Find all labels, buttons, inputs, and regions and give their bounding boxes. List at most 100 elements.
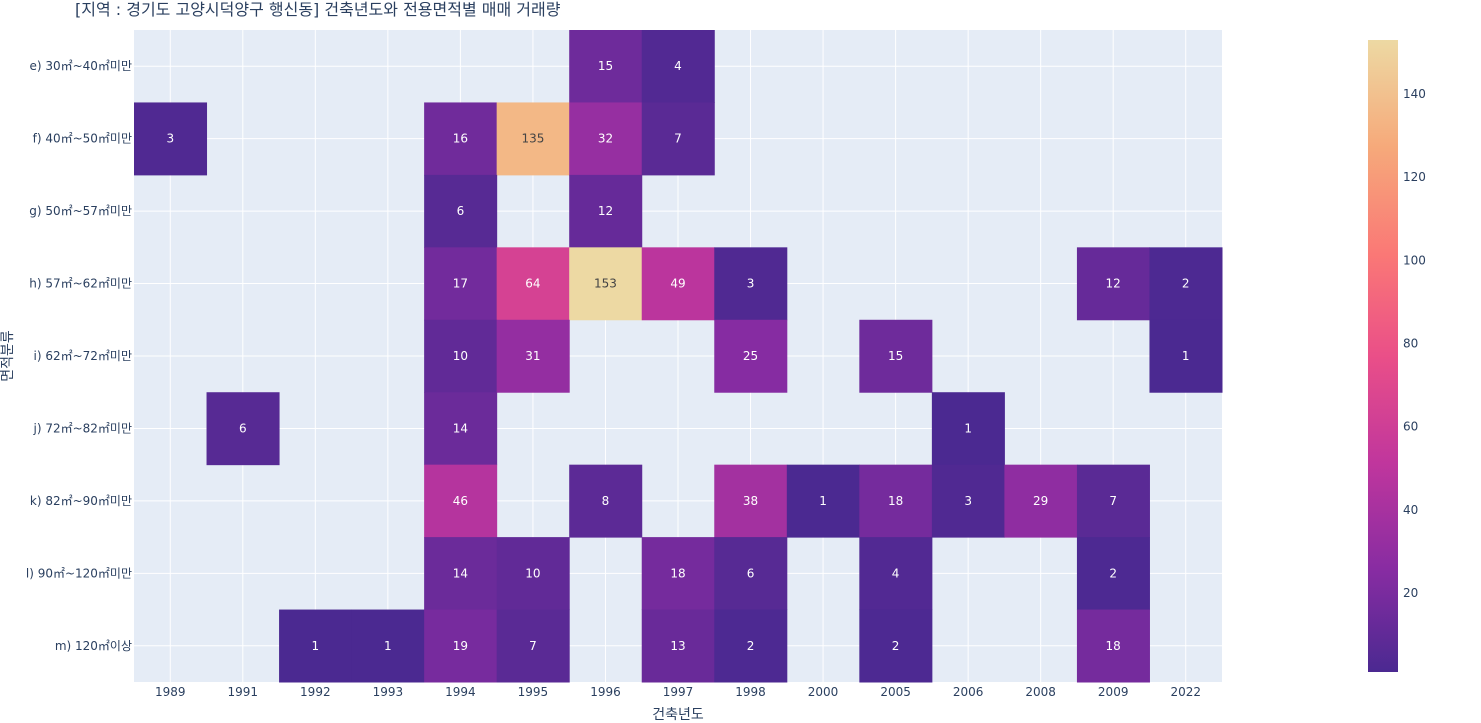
colorbar-tick-label: 100 xyxy=(1403,253,1426,267)
cell-value-label: 2 xyxy=(1109,566,1117,580)
heatmap-cell[interactable] xyxy=(424,174,498,248)
cell-value-label: 14 xyxy=(453,421,468,435)
heatmap-cell[interactable] xyxy=(569,174,643,248)
x-tick-label: 1997 xyxy=(663,685,694,699)
cell-value-label: 6 xyxy=(747,566,755,580)
cell-value-label: 1 xyxy=(312,639,320,653)
y-tick-label: g) 50㎡~57㎡미만 xyxy=(29,204,132,218)
heatmap-cell[interactable] xyxy=(714,464,788,538)
cell-value-label: 17 xyxy=(453,277,468,291)
cell-value-label: 12 xyxy=(598,204,613,218)
cell-value-label: 10 xyxy=(525,566,540,580)
cell-value-label: 25 xyxy=(743,349,758,363)
heatmap-cell[interactable] xyxy=(714,609,788,683)
heatmap-cell[interactable] xyxy=(496,102,570,176)
cell-value-label: 29 xyxy=(1033,494,1048,508)
y-tick-label: h) 57㎡~62㎡미만 xyxy=(29,277,132,291)
heatmap-cell[interactable] xyxy=(424,102,498,176)
heatmap-cell[interactable] xyxy=(859,464,933,538)
heatmap-cell[interactable] xyxy=(641,30,715,103)
cell-value-label: 19 xyxy=(453,639,468,653)
heatmap-cell[interactable] xyxy=(569,247,643,321)
cell-value-label: 16 xyxy=(453,132,468,146)
cell-value-label: 31 xyxy=(525,349,540,363)
cell-value-label: 15 xyxy=(598,59,613,73)
heatmap-cell[interactable] xyxy=(279,609,353,683)
heatmap-cell[interactable] xyxy=(859,537,933,611)
heatmap-cell[interactable] xyxy=(496,247,570,321)
heatmap-cell[interactable] xyxy=(424,464,498,538)
heatmap-cell[interactable] xyxy=(424,319,498,393)
heatmap-cell[interactable] xyxy=(496,319,570,393)
heatmap-cell[interactable] xyxy=(1076,537,1150,611)
x-tick-label: 2008 xyxy=(1025,685,1056,699)
cell-value-label: 6 xyxy=(457,204,465,218)
heatmap-cell[interactable] xyxy=(1076,247,1150,321)
cell-value-label: 135 xyxy=(521,132,544,146)
heatmap-cell[interactable] xyxy=(569,464,643,538)
heatmap-cell[interactable] xyxy=(641,247,715,321)
heatmap-cell[interactable] xyxy=(1076,609,1150,683)
x-axis-title: 건축년도 xyxy=(652,707,704,723)
heatmap-cell[interactable] xyxy=(134,102,208,176)
heatmap-cell[interactable] xyxy=(1149,247,1223,321)
heatmap-cell[interactable] xyxy=(931,464,1005,538)
heatmap-cell[interactable] xyxy=(424,537,498,611)
cell-value-label: 3 xyxy=(166,132,174,146)
x-tick-label: 1989 xyxy=(155,685,186,699)
heatmap-cell[interactable] xyxy=(1004,464,1078,538)
heatmap-cell[interactable] xyxy=(496,537,570,611)
x-tick-label: 1995 xyxy=(518,685,549,699)
cell-value-label: 1 xyxy=(384,639,392,653)
cell-value-label: 3 xyxy=(964,494,972,508)
cell-value-label: 38 xyxy=(743,494,758,508)
x-tick-label: 1991 xyxy=(228,685,259,699)
cell-value-label: 12 xyxy=(1106,277,1121,291)
chart-title: [지역 : 경기도 고양시덕양구 행신동] 건축년도와 전용면적별 매매 거래량 xyxy=(75,0,561,19)
heatmap-cell[interactable] xyxy=(714,247,788,321)
heatmap-cell[interactable] xyxy=(424,247,498,321)
cell-value-label: 13 xyxy=(670,639,685,653)
heatmap-cell[interactable] xyxy=(786,464,860,538)
heatmap-cell[interactable] xyxy=(569,102,643,176)
y-axis-title: 면적분류 xyxy=(0,330,16,382)
y-tick-label: j) 72㎡~82㎡미만 xyxy=(32,421,132,435)
heatmap-cell[interactable] xyxy=(424,392,498,466)
cell-value-label: 2 xyxy=(892,639,900,653)
heatmap-cell[interactable] xyxy=(641,609,715,683)
heatmap-cell[interactable] xyxy=(569,30,643,103)
heatmap-cell[interactable] xyxy=(206,392,280,466)
heatmap-cell[interactable] xyxy=(496,609,570,683)
x-tick-label: 2000 xyxy=(808,685,839,699)
heatmap-cell[interactable] xyxy=(714,537,788,611)
colorbar-tick-label: 40 xyxy=(1403,503,1418,517)
x-tick-label: 2006 xyxy=(953,685,984,699)
heatmap-cell[interactable] xyxy=(1076,464,1150,538)
heatmap-cell[interactable] xyxy=(859,609,933,683)
x-tick-label: 2009 xyxy=(1098,685,1129,699)
y-tick-label: e) 30㎡~40㎡미만 xyxy=(29,59,132,73)
heatmap-cell[interactable] xyxy=(424,609,498,683)
cell-value-label: 2 xyxy=(1182,277,1190,291)
x-tick-label: 2005 xyxy=(880,685,911,699)
cell-value-label: 7 xyxy=(674,132,682,146)
heatmap-cell[interactable] xyxy=(641,537,715,611)
heatmap-cell[interactable] xyxy=(641,102,715,176)
cell-value-label: 8 xyxy=(602,494,610,508)
x-tick-label: 2022 xyxy=(1170,685,1201,699)
heatmap-cell[interactable] xyxy=(931,392,1005,466)
heatmap-cell[interactable] xyxy=(714,319,788,393)
cell-value-label: 46 xyxy=(453,494,468,508)
x-tick-label: 1992 xyxy=(300,685,331,699)
cell-value-label: 10 xyxy=(453,349,468,363)
colorbar-tick-label: 120 xyxy=(1403,170,1426,184)
colorbar-tick-label: 20 xyxy=(1403,586,1418,600)
heatmap-cell[interactable] xyxy=(1149,319,1223,393)
heatmap-cell[interactable] xyxy=(859,319,933,393)
y-tick-label: k) 82㎡~90㎡미만 xyxy=(30,494,132,508)
cell-value-label: 1 xyxy=(964,421,972,435)
y-tick-label: i) 62㎡~72㎡미만 xyxy=(33,349,132,363)
y-tick-label: l) 90㎡~120㎡미만 xyxy=(26,566,132,580)
heatmap-cell[interactable] xyxy=(351,609,425,683)
